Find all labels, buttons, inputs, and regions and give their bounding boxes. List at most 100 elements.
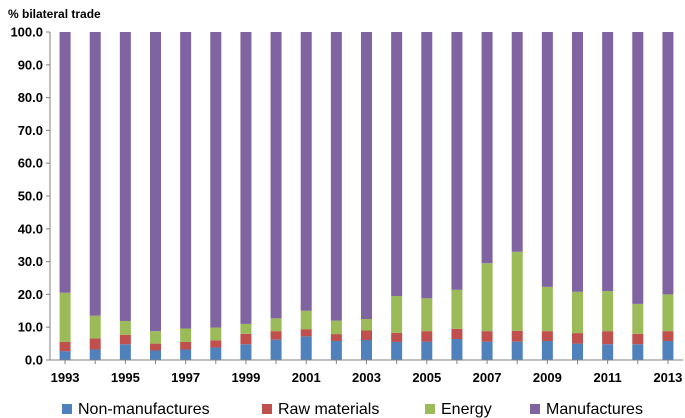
bar-energy-2005: [421, 298, 433, 332]
bar-raw-materials-1995: [119, 334, 131, 345]
x-tick-label: 1999: [231, 370, 260, 385]
bar-raw-materials-2008: [511, 330, 523, 342]
bar-energy-2004: [391, 296, 403, 333]
bar-manufactures-2000: [270, 32, 282, 319]
bar-raw-materials-2011: [602, 331, 614, 345]
y-axis-label: % bilateral trade: [8, 7, 101, 21]
bar-energy-1995: [119, 320, 131, 335]
bars-group: [59, 32, 674, 360]
bar-raw-materials-1999: [240, 333, 252, 345]
bar-manufactures-2008: [511, 32, 523, 252]
bar-manufactures-1995: [119, 32, 131, 321]
bar-energy-2009: [541, 286, 553, 332]
x-tick-label: 2001: [292, 370, 321, 385]
bar-manufactures-2007: [481, 32, 493, 264]
bar-manufactures-2011: [602, 32, 614, 292]
legend: Non-manufactures Raw materials Energy Manuf…: [62, 401, 643, 418]
y-tick-label: 80.0: [18, 90, 43, 105]
x-tick-label: 2013: [653, 370, 682, 385]
bar-non-manufactures-2010: [572, 343, 583, 360]
bar-manufactures-1993: [59, 32, 71, 293]
y-tick-label: 90.0: [18, 57, 43, 72]
y-tick-label: 100.0: [10, 25, 43, 40]
bar-raw-materials-2002: [330, 334, 342, 341]
bar-manufactures-1998: [210, 32, 222, 328]
x-tick-label: 2011: [594, 370, 622, 385]
bar-non-manufactures-2009: [541, 340, 553, 360]
legend-label-energy: Energy: [441, 401, 492, 418]
bar-energy-1998: [210, 327, 222, 341]
bar-energy-1993: [59, 292, 71, 342]
bar-non-manufactures-1997: [180, 349, 192, 360]
bar-non-manufactures-2007: [481, 341, 493, 360]
y-axis: 0.0 10.0 20.0 30.0 40.0 50.0 60.0 70.0 80.0 90.0 1…: [10, 25, 51, 368]
bar-non-manufactures-2008: [511, 341, 523, 360]
legend-label-raw-materials: Raw materials: [278, 401, 379, 418]
bar-non-manufactures-1993: [59, 351, 71, 360]
legend-swatch-non-manufactures: [62, 404, 72, 414]
bar-manufactures-1997: [180, 32, 192, 329]
y-tick-label: 70.0: [18, 123, 43, 138]
bar-non-manufactures-2005: [421, 341, 433, 360]
bar-manufactures-1999: [240, 32, 252, 324]
bar-energy-2011: [602, 291, 614, 332]
bar-manufactures-2003: [361, 32, 372, 319]
bar-manufactures-2004: [391, 32, 403, 297]
bar-manufactures-2010: [572, 32, 583, 292]
bar-energy-1996: [150, 331, 161, 344]
bar-raw-materials-2000: [270, 331, 282, 340]
bar-energy-2008: [511, 251, 523, 331]
bar-energy-2001: [300, 310, 312, 330]
x-tick-label: 2009: [533, 370, 562, 385]
bar-non-manufactures-2003: [361, 339, 372, 360]
bar-energy-1994: [89, 315, 101, 339]
legend-swatch-raw-materials: [262, 404, 272, 414]
bar-energy-1999: [240, 323, 252, 334]
bar-raw-materials-2009: [541, 331, 553, 341]
bar-raw-materials-2007: [481, 331, 493, 342]
bar-energy-2006: [451, 289, 463, 329]
bar-non-manufactures-2002: [330, 340, 342, 360]
x-axis: 1993 1995 1997 1999 2001 2003 2005 2007 2009 2011…: [50, 359, 683, 385]
y-tick-label: 10.0: [18, 320, 43, 335]
bar-raw-materials-2001: [300, 329, 312, 337]
bar-non-manufactures-1995: [119, 344, 131, 360]
legend-swatch-energy: [425, 404, 435, 414]
bar-non-manufactures-2004: [391, 341, 403, 360]
bar-energy-2010: [572, 291, 583, 334]
bar-raw-materials-2004: [391, 332, 403, 342]
y-tick-label: 40.0: [18, 221, 43, 236]
x-tick-label: 1993: [51, 370, 80, 385]
bar-non-manufactures-2011: [602, 344, 614, 360]
bar-non-manufactures-1996: [150, 350, 161, 360]
bar-manufactures-1994: [89, 32, 101, 316]
bar-manufactures-2001: [300, 32, 312, 311]
bar-non-manufactures-2013: [662, 340, 674, 360]
bar-non-manufactures-2000: [270, 339, 282, 360]
bar-raw-materials-1994: [89, 338, 101, 350]
bar-energy-2000: [270, 318, 282, 332]
bar-manufactures-2009: [541, 32, 553, 287]
y-tick-label: 30.0: [18, 254, 43, 269]
bar-raw-materials-2013: [662, 331, 674, 341]
bar-manufactures-2005: [421, 32, 433, 299]
bar-manufactures-1996: [150, 32, 161, 332]
x-tick-label: 2007: [473, 370, 502, 385]
bar-raw-materials-2010: [572, 333, 583, 344]
bar-energy-2012: [632, 303, 644, 334]
y-tick-label: 50.0: [18, 189, 43, 204]
legend-swatch-manufactures: [530, 404, 540, 414]
bar-raw-materials-2006: [451, 328, 463, 340]
bar-energy-2002: [330, 320, 342, 335]
bar-manufactures-2012: [632, 32, 644, 304]
bar-raw-materials-1993: [59, 341, 71, 352]
bar-energy-1997: [180, 328, 192, 342]
y-tick-label: 0.0: [25, 353, 43, 368]
y-tick-label: 60.0: [18, 156, 43, 171]
bar-energy-2007: [481, 263, 493, 332]
x-tick-label: 2003: [352, 370, 381, 385]
bar-manufactures-2013: [662, 32, 674, 295]
x-tick-label: 1995: [111, 370, 140, 385]
bar-energy-2013: [662, 294, 674, 332]
